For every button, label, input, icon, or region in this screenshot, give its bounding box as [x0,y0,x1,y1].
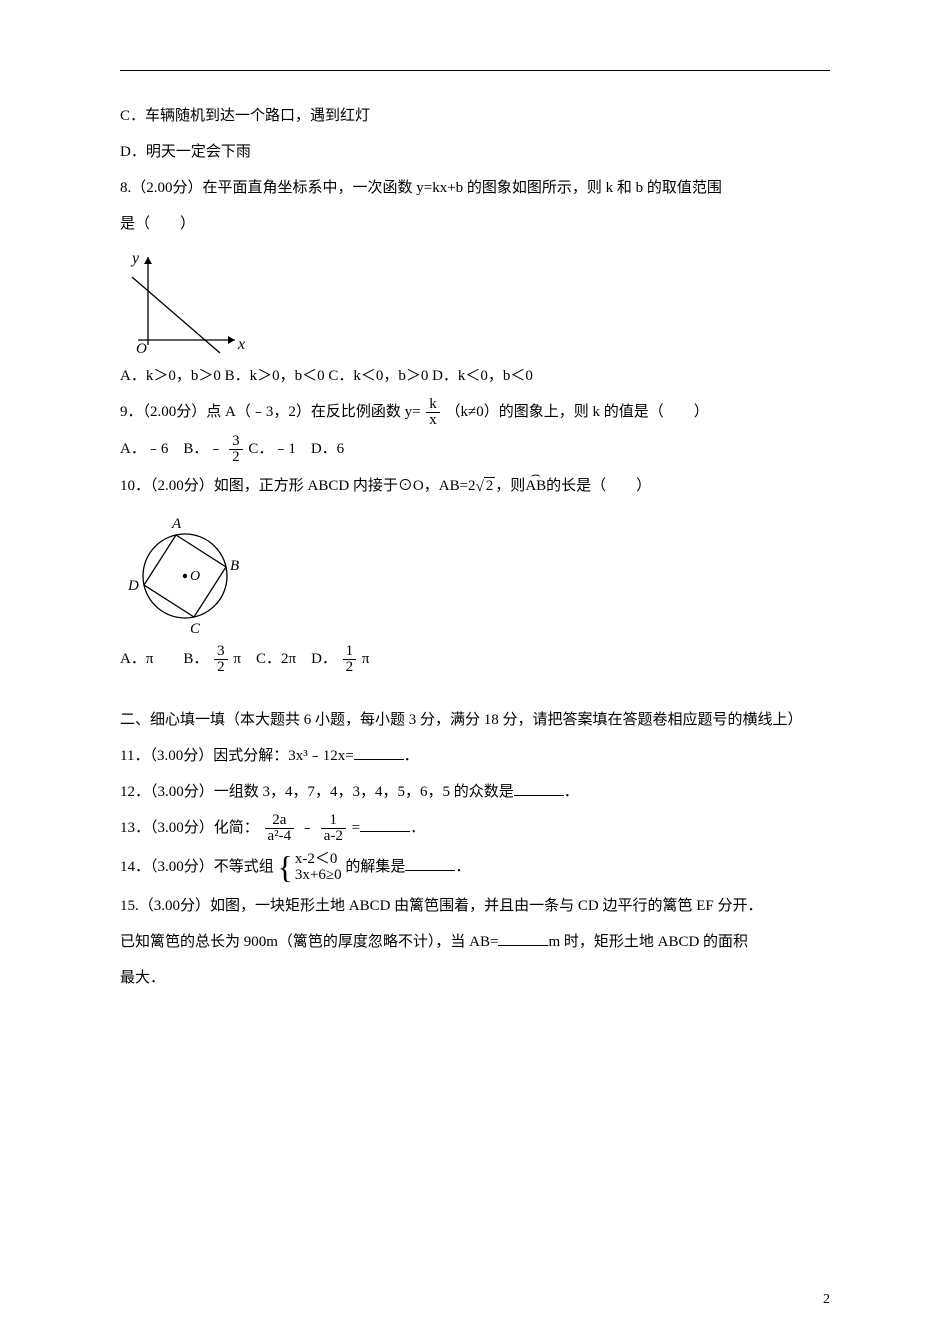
q14-post: 的解集是 [345,859,405,875]
q9-pre: 9．（2.00分）点 A（﹣3，2）在反比例函数 y= [120,404,421,420]
q13-f2-num: 1 [321,813,346,829]
q10-mid: ，则 [495,478,525,494]
label-b: B [230,558,239,574]
q10-frac1: 3 2 [214,644,228,675]
arc-ab: AB [525,471,546,501]
q13-f2-den: a-2 [321,829,346,844]
q13-eq: = [352,820,360,836]
label-d: D [127,578,139,594]
origin-label: O [136,341,147,355]
label-c: C [190,621,201,637]
q13: 13．（3.00分）化简： 2a a²-4 ﹣ 1 a-2 = ． [120,813,830,844]
q10-figure: A B C D O [120,508,250,638]
q9-opt-frac: 3 2 [229,434,243,465]
q15-c: m 时，矩形土地 ABCD 的面积 [548,934,748,950]
q10-frac1-den: 2 [214,660,228,675]
q12: 12．（3.00分）一组数 3，4，7，4，3，4，5，6，5 的众数是 ． [120,777,830,807]
sqrt-icon: √ [476,472,484,502]
q9-frac-den: x [426,413,440,428]
q11-end: ． [404,748,419,764]
q9-frac-num: k [426,397,440,413]
q10-opt-d-pi: π [362,651,370,667]
q9-options: A．﹣6 B．﹣ 3 2 C．﹣1 D．6 [120,434,830,465]
label-o: O [190,569,200,584]
q9-opt-frac-den: 2 [229,450,243,465]
q11-text: 11．（3.00分）因式分解：3x³﹣12x= [120,748,354,764]
q10-post: 的长是（ ） [546,478,651,494]
axis-x-label: x [237,336,245,353]
brace-icon: { [278,850,293,885]
q14-blank [405,855,455,871]
q14-row1: x-2＜0 [295,851,342,868]
q13-frac1: 2a a²-4 [265,813,295,844]
q13-frac2: 1 a-2 [321,813,346,844]
q8-stem-a: 8.（2.00分）在平面直角坐标系中，一次函数 y=kx+b 的图象如图所示，则… [120,173,830,203]
q14-pre: 14．（3.00分）不等式组 [120,859,274,875]
q12-end: ． [564,784,579,800]
q13-f1-num: 2a [265,813,295,829]
q15-b-line: 已知篱笆的总长为 900m（篱笆的厚度忽略不计），当 AB= m 时，矩形土地 A… [120,927,830,957]
q10-sqrt-arg: 2 [484,477,496,494]
q9-stem: 9．（2.00分）点 A（﹣3，2）在反比例函数 y= k x （k≠0）的图象… [120,397,830,428]
q9-opt-frac-num: 3 [229,434,243,450]
q14-end: ． [455,859,470,875]
q15-d: 最大． [120,963,830,993]
q14-system: { x-2＜0 3x+6≥0 [278,850,342,885]
q12-text: 12．（3.00分）一组数 3，4，7，4，3，4，5，6，5 的众数是 [120,784,514,800]
q12-blank [514,780,564,796]
q10-stem: 10．（2.00分）如图，正方形 ABCD 内接于⊙O，AB=2√2，则AB的长… [120,471,830,502]
q10-frac1-num: 3 [214,644,228,660]
q15-blank [498,930,548,946]
q9-opt-rest: C．﹣1 D．6 [248,441,344,457]
q10-pre: 10．（2.00分）如图，正方形 ABCD 内接于⊙O，AB=2 [120,478,476,494]
q13-f1-den: a²-4 [265,829,295,844]
q13-blank [360,816,410,832]
section-2-header: 二、细心填一填（本大题共 6 小题，每小题 3 分，满分 18 分，请把答案填在… [120,705,830,735]
q10-frac2: 1 2 [343,644,357,675]
q14: 14．（3.00分）不等式组 { x-2＜0 3x+6≥0 的解集是 ． [120,850,830,885]
q15-a: 15.（3.00分）如图，一块矩形土地 ABCD 由篱笆围着，并且由一条与 CD… [120,891,830,921]
q10-opt-a: A．π B． [120,651,208,667]
q11: 11．（3.00分）因式分解：3x³﹣12x= ． [120,741,830,771]
q10-opt-bc: π C．2π D． [233,651,336,667]
q8-options: A．k＞0，b＞0 B．k＞0，b＜0 C．k＜0，b＞0 D．k＜0，b＜0 [120,361,830,391]
q9-fraction: k x [426,397,440,428]
q7-option-c: C．车辆随机到达一个路口，遇到红灯 [120,101,830,131]
q8-stem-b: 是（ ） [120,209,830,239]
q8-figure: y x O [120,245,250,355]
q7-option-d: D．明天一定会下雨 [120,137,830,167]
q10-frac2-num: 1 [343,644,357,660]
q13-minus: ﹣ [300,820,315,836]
axis-y-label: y [130,250,140,267]
q10-options: A．π B． 3 2 π C．2π D． 1 2 π [120,644,830,675]
q13-pre: 13．（3.00分）化简： [120,820,259,836]
header-rule [120,70,830,71]
q15-b: 已知篱笆的总长为 900m（篱笆的厚度忽略不计），当 AB= [120,934,498,950]
q11-blank [354,744,404,760]
label-a: A [171,516,182,532]
page-number: 2 [823,1286,830,1314]
q13-end: ． [410,820,425,836]
q9-opt-a: A．﹣6 B．﹣ [120,441,223,457]
q14-row2: 3x+6≥0 [295,867,342,884]
q10-frac2-den: 2 [343,660,357,675]
q9-post: （k≠0）的图象上，则 k 的值是（ ） [446,404,709,420]
